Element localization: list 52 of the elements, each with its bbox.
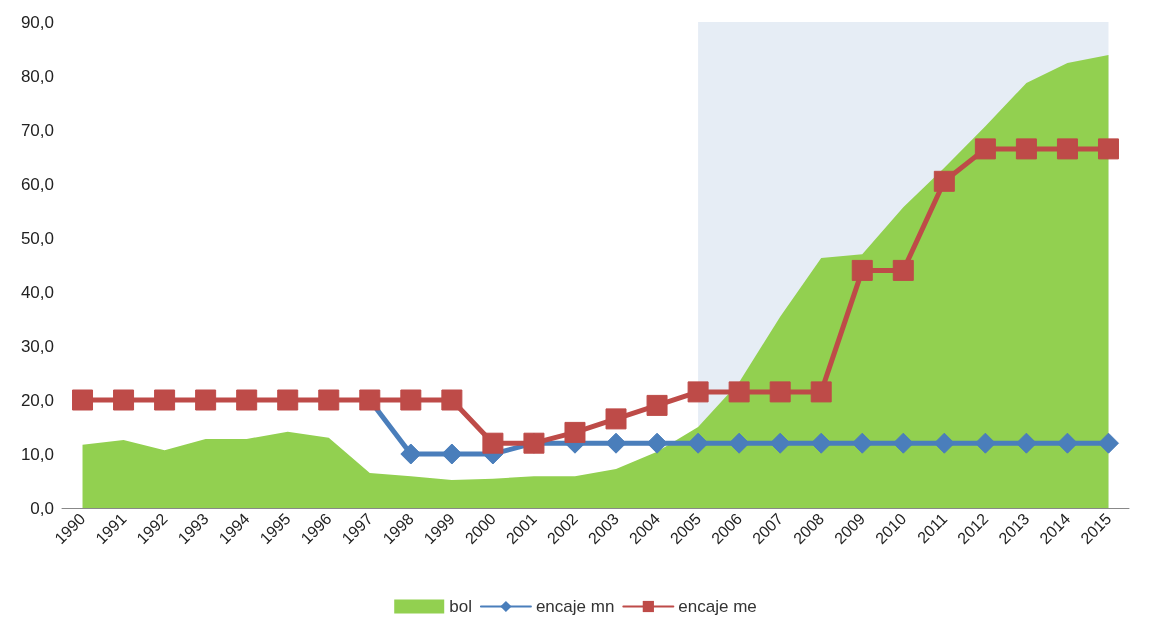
point bbox=[810, 432, 832, 454]
point bbox=[605, 432, 627, 454]
point bbox=[810, 381, 832, 403]
point bbox=[728, 432, 750, 454]
point bbox=[769, 432, 791, 454]
point bbox=[564, 421, 586, 443]
point bbox=[1015, 138, 1037, 160]
y-tick-label: 10,0 bbox=[20, 444, 54, 464]
point bbox=[605, 408, 627, 430]
point bbox=[400, 389, 422, 411]
point bbox=[236, 389, 258, 411]
point bbox=[646, 394, 668, 416]
y-tick-label: 40,0 bbox=[20, 282, 54, 302]
point bbox=[933, 432, 955, 454]
point bbox=[195, 389, 217, 411]
point bbox=[1097, 432, 1119, 454]
point bbox=[482, 432, 504, 454]
legend-label: bol bbox=[449, 597, 472, 616]
point bbox=[933, 170, 955, 192]
legend-label: encaje me bbox=[678, 597, 757, 616]
y-tick-label: 20,0 bbox=[20, 390, 54, 410]
legend-label: encaje mn bbox=[535, 597, 615, 616]
point bbox=[974, 138, 996, 160]
point bbox=[1097, 138, 1119, 160]
y-tick-label: 60,0 bbox=[20, 174, 54, 194]
point bbox=[892, 432, 914, 454]
point bbox=[113, 389, 135, 411]
point bbox=[892, 259, 914, 281]
point bbox=[646, 432, 668, 454]
point bbox=[154, 389, 176, 411]
point bbox=[687, 432, 709, 454]
point bbox=[851, 432, 873, 454]
point bbox=[441, 389, 463, 411]
point bbox=[277, 389, 299, 411]
point bbox=[1015, 432, 1037, 454]
point bbox=[687, 381, 709, 403]
point bbox=[728, 381, 750, 403]
y-tick-label: 90,0 bbox=[20, 12, 54, 32]
point bbox=[400, 443, 422, 465]
point bbox=[851, 259, 873, 281]
point bbox=[974, 432, 996, 454]
point bbox=[1056, 432, 1078, 454]
point bbox=[441, 443, 463, 465]
point bbox=[318, 389, 340, 411]
point bbox=[72, 389, 94, 411]
y-tick-label: 50,0 bbox=[20, 228, 54, 248]
point bbox=[769, 381, 791, 403]
y-tick-label: 70,0 bbox=[20, 120, 54, 140]
y-tick-label: 0,0 bbox=[30, 498, 54, 518]
point bbox=[1056, 138, 1078, 160]
y-tick-label: 30,0 bbox=[20, 336, 54, 356]
y-tick-label: 80,0 bbox=[20, 66, 54, 86]
